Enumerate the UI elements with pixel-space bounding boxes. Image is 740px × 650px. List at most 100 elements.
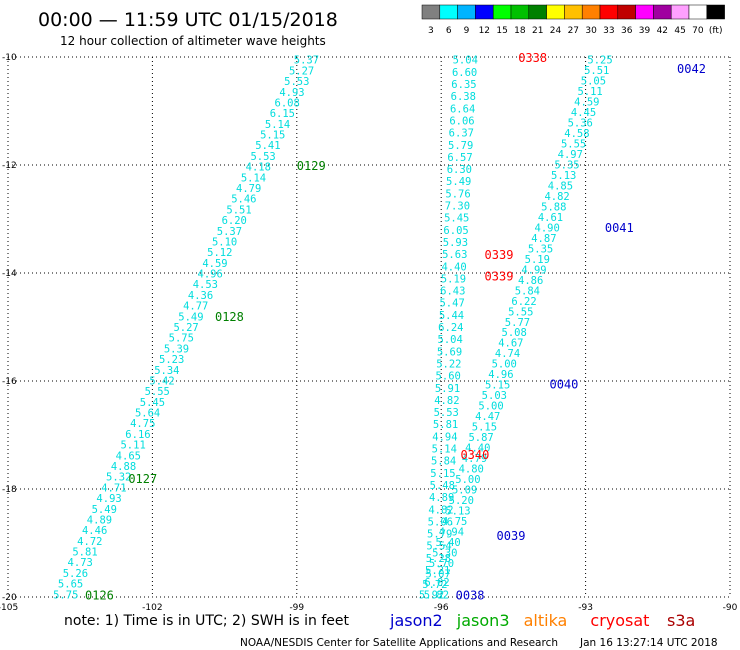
wave-height-value: 5.19 <box>525 254 550 266</box>
wave-height-value: 5.60 <box>436 371 461 383</box>
wave-height-value: 4.40 <box>441 261 466 273</box>
wave-height-value: 5.25 <box>587 55 612 67</box>
wave-height-value: 5.34 <box>154 365 179 377</box>
legend-level: 9 <box>464 26 470 36</box>
pass-number-label: 0339 <box>485 248 514 262</box>
wave-height-value: 5.15 <box>430 468 455 480</box>
wave-height-value: 5.47 <box>439 298 464 310</box>
wave-height-value: 5.04 <box>453 55 478 67</box>
wave-height-value: 6.64 <box>450 103 475 115</box>
wave-height-value: 5.72 <box>422 579 447 591</box>
pass-number-label: 0038 <box>456 588 485 602</box>
y-tick-label: -20 <box>2 593 17 603</box>
pass-number-label: 0042 <box>677 62 706 76</box>
wave-height-value: 6.22 <box>511 296 536 308</box>
satellite-tracks: 5.375.275.534.936.086.155.145.155.415.53… <box>53 55 613 602</box>
wave-height-value: 5.23 <box>159 354 184 366</box>
wave-height-value: 5.53 <box>250 151 275 163</box>
wave-height-value: 6.20 <box>222 215 247 227</box>
wave-height-value: 4.45 <box>571 107 596 119</box>
wave-height-value: 6.37 <box>449 128 474 140</box>
wave-height-value: 4.65 <box>116 450 141 462</box>
wave-height-value: 6.02 <box>424 577 449 589</box>
wave-height-value: 4.40 <box>465 443 490 455</box>
wave-height-value: 5.81 <box>433 419 458 431</box>
wave-height-value: 4.90 <box>535 222 560 234</box>
wave-height-value: 5.19 <box>441 273 466 285</box>
wave-height-value: 5.64 <box>135 408 160 420</box>
legend-swatch <box>421 4 441 20</box>
wave-height-value: 4.61 <box>538 212 563 224</box>
legend-level: 33 <box>603 26 614 36</box>
y-tick-label: -14 <box>2 269 17 279</box>
wave-height-value: 5.30 <box>432 547 457 559</box>
wave-height-value: 6.35 <box>451 79 476 91</box>
wave-height-value: 5.51 <box>226 204 251 216</box>
wave-height-value: 7.30 <box>445 201 470 213</box>
legend-swatch <box>564 4 583 20</box>
wave-height-value: 5.63 <box>442 249 467 261</box>
wave-height-value: 4.79 <box>236 183 261 195</box>
pass-number-label: 0338 <box>518 51 547 65</box>
legend-level: 27 <box>568 26 579 36</box>
pass-labels: 0129 0128 0127 0126 0338 0339 0339 0340 0042 0041… <box>85 51 706 602</box>
wave-height-value: 4.96 <box>488 369 513 381</box>
wave-height-value: 5.45 <box>444 213 469 225</box>
wave-height-value: 5.93 <box>443 237 468 249</box>
wave-height-value: 4.36 <box>188 290 213 302</box>
wave-height-value: 5.00 <box>492 359 517 371</box>
legend-swatch <box>581 4 601 20</box>
wave-height-value: 5.13 <box>445 505 470 517</box>
wave-height-value: 5.53 <box>284 76 309 88</box>
wave-height-value: 4.59 <box>574 97 599 109</box>
wave-height-value: 4.58 <box>564 128 589 140</box>
wave-height-value: 5.10 <box>212 236 237 248</box>
wave-height-value: 5.75 <box>53 589 78 601</box>
wave-height-value: 5.82 <box>424 589 449 601</box>
wave-height-value: 5.51 <box>584 65 609 77</box>
legend-swatch <box>457 4 476 20</box>
wave-height-value: 5.09 <box>452 484 477 496</box>
wave-height-value: 5.36 <box>568 118 593 130</box>
y-tick-label: -12 <box>2 161 17 171</box>
y-tick-label: -10 <box>2 53 17 63</box>
wave-height-value: 5.05 <box>581 76 606 88</box>
x-tick-label: -102 <box>142 603 162 613</box>
satellite-name: altika <box>524 611 568 630</box>
wave-height-value: 4.74 <box>495 348 520 360</box>
wave-height-value: 5.26 <box>63 568 88 580</box>
footer-note: note: 1) Time is in UTC; 2) SWH is in fe… <box>64 613 350 629</box>
satellite-name: jason2 <box>389 611 443 630</box>
wave-height-value: 5.79 <box>448 140 473 152</box>
x-tick-label: -90 <box>723 603 738 613</box>
pass-number-label: 0128 <box>215 310 244 324</box>
pass-number-label: 0339 <box>485 270 514 284</box>
wave-height-value: 4.80 <box>459 464 484 476</box>
wave-height-value: 5.65 <box>58 579 83 591</box>
wave-height-value: 5.35 <box>528 243 553 255</box>
pass-number-label: 0041 <box>605 221 634 235</box>
wave-height-value: 5.55 <box>508 306 533 318</box>
footer-timestamp: Jan 16 13:27:14 UTC 2018 <box>579 637 718 649</box>
wave-height-value: 6.16 <box>125 429 150 441</box>
wave-height-value: 4.46 <box>82 525 107 537</box>
wave-height-value: 4.93 <box>279 87 304 99</box>
wave-height-value: 4.82 <box>434 395 459 407</box>
legend-swatch <box>439 4 458 20</box>
wave-height-value: 6.30 <box>447 164 472 176</box>
legend-swatch <box>475 4 494 20</box>
wave-height-value: 5.39 <box>164 343 189 355</box>
wave-height-value: 4.99 <box>521 264 546 276</box>
wave-height-value: 4.96 <box>198 269 223 281</box>
wave-height-value: 5.88 <box>541 201 566 213</box>
satellite-legend: jason2 jason3 altika cryosat s3a <box>389 611 695 630</box>
wave-height-value: 4.77 <box>183 301 208 313</box>
legend-level: 3 <box>428 26 434 36</box>
legend-swatch <box>688 4 708 20</box>
wave-height-value: 4.93 <box>96 493 121 505</box>
y-tick-label: -18 <box>2 485 17 495</box>
legend-level: 70 <box>692 26 704 36</box>
wave-height-value: 4.75 <box>442 516 467 528</box>
wave-height-value: 6.24 <box>438 322 463 334</box>
wave-height-value: 5.07 <box>426 568 451 580</box>
